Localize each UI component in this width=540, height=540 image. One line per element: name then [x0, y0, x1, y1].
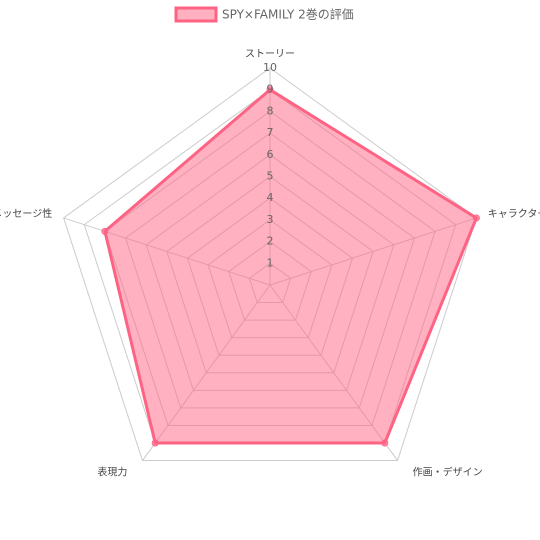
category-label: 作画・デザイン	[413, 465, 483, 478]
r-tick-label: 2	[267, 235, 274, 248]
r-tick-label: 3	[267, 213, 274, 226]
radar-point	[101, 227, 109, 235]
legend-swatch	[174, 6, 218, 23]
category-label: ストーリー	[245, 49, 295, 60]
radar-point	[151, 439, 159, 447]
r-tick-label: 9	[267, 83, 274, 96]
r-tick-label: 5	[267, 170, 274, 183]
radar-area	[103, 87, 479, 445]
grid-line	[63, 67, 477, 462]
r-tick-label: 8	[267, 104, 274, 117]
r-tick-label: 7	[267, 126, 274, 139]
category-label: 表現力	[97, 465, 127, 478]
r-tick-label: 1	[267, 256, 274, 269]
radar-point	[472, 214, 480, 222]
r-tick-label: 4	[267, 191, 274, 204]
legend-label: SPY×FAMILY 2巻の評価	[222, 7, 354, 22]
category-label: キャラクター	[488, 208, 540, 220]
r-tick-label: 6	[267, 148, 274, 161]
radar-point	[266, 86, 274, 94]
r-tick-label: 10	[263, 61, 277, 74]
radar-point	[381, 439, 389, 447]
category-label: メッセージ性	[0, 207, 52, 220]
